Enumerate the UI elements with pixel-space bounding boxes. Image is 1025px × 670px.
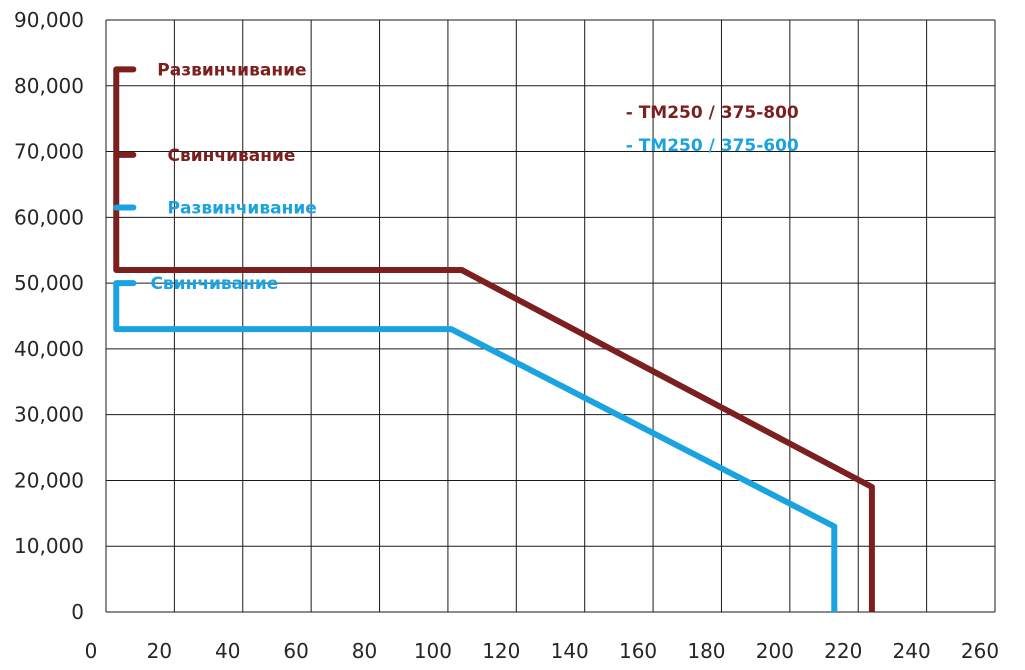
legend-entry: - TM250 / 375-800 xyxy=(626,103,799,123)
annotation-label: Развинчивание xyxy=(157,60,306,80)
series-line-2 xyxy=(113,283,838,612)
x-tick-label: 240 xyxy=(893,639,931,663)
annotation-label: Развинчивание xyxy=(168,198,317,218)
legend-entry: - TM250 / 375-600 xyxy=(626,136,799,156)
y-tick-label: 80,000 xyxy=(14,74,84,98)
y-tick-label: 60,000 xyxy=(14,205,84,229)
x-tick-label: 20 xyxy=(147,639,172,663)
annotation-label: Свинчивание xyxy=(168,146,296,166)
x-tick-label: 120 xyxy=(482,639,520,663)
y-tick-label: 90,000 xyxy=(14,8,84,32)
x-tick-label: 180 xyxy=(687,639,725,663)
series-line-1 xyxy=(113,69,875,612)
x-tick-label: 80 xyxy=(352,639,377,663)
x-tick-label: 100 xyxy=(414,639,452,663)
y-tick-label: 70,000 xyxy=(14,140,84,164)
x-tick-label: 160 xyxy=(619,639,657,663)
x-tick-label: 220 xyxy=(824,639,862,663)
x-tick-label: 200 xyxy=(756,639,794,663)
y-tick-label: 50,000 xyxy=(14,271,84,295)
x-tick-label: 40 xyxy=(215,639,240,663)
y-tick-label: 20,000 xyxy=(14,468,84,492)
annotation-label: Свинчивание xyxy=(150,274,278,294)
x-tick-label: 260 xyxy=(961,639,999,663)
y-tick-label: 40,000 xyxy=(14,337,84,361)
y-tick-label: 30,000 xyxy=(14,403,84,427)
y-tick-label: 10,000 xyxy=(14,534,84,558)
x-tick-label: 140 xyxy=(551,639,589,663)
x-tick-label: 60 xyxy=(283,639,308,663)
y-tick-label: 0 xyxy=(71,600,84,624)
x-tick-label: 0 xyxy=(85,639,98,663)
